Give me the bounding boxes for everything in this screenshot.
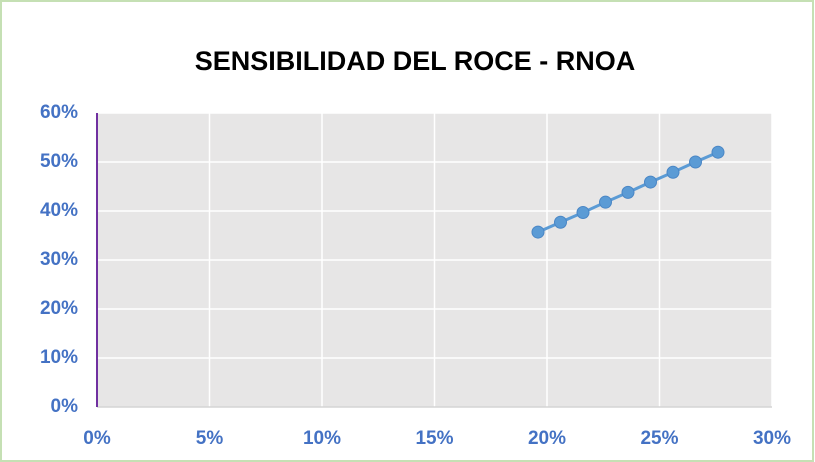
x-tick-label: 0%: [83, 428, 111, 449]
y-tick-label: 30%: [40, 249, 78, 270]
y-tick-label: 50%: [40, 151, 78, 172]
y-tick-label: 60%: [40, 102, 78, 123]
point: [711, 145, 725, 159]
point: [576, 205, 590, 219]
point: [689, 155, 702, 169]
point: [644, 175, 657, 189]
point: [621, 185, 635, 199]
y-tick-label: 0%: [51, 396, 79, 417]
x-tick-label: 25%: [640, 428, 678, 449]
y-tick-label: 40%: [40, 200, 78, 221]
x-tick-label: 5%: [196, 428, 224, 449]
point: [531, 225, 545, 239]
y-tick-label: 10%: [40, 347, 78, 368]
x-tick-label: 30%: [753, 428, 791, 449]
point: [554, 215, 567, 229]
x-tick-label: 20%: [528, 428, 566, 449]
x-tick-label: 10%: [303, 428, 341, 449]
chart-title: SENSIBILIDAD DEL ROCE - RNOA: [195, 46, 636, 76]
point: [599, 195, 612, 209]
y-tick-label: 20%: [40, 298, 78, 319]
point: [666, 165, 680, 179]
x-tick-label: 15%: [415, 428, 453, 449]
